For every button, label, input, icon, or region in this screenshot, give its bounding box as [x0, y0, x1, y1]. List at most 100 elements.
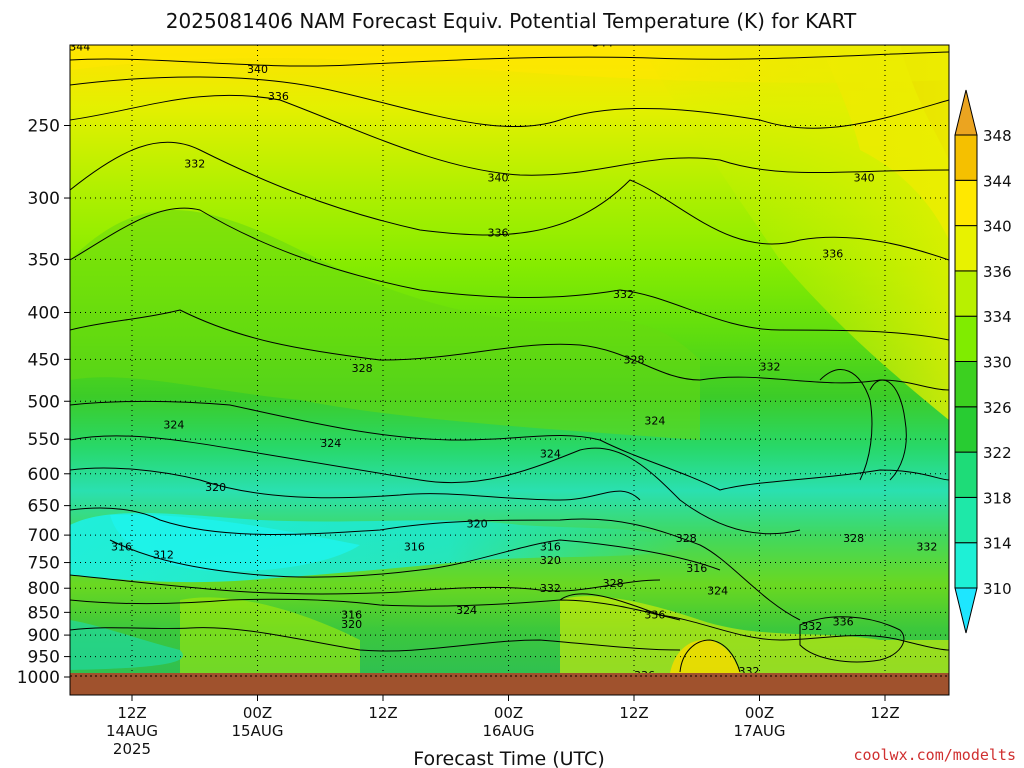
contour-label: 328	[843, 532, 864, 545]
contour-label: 320	[341, 618, 362, 631]
colorbar-segment	[954, 315, 978, 363]
contour-line	[70, 574, 661, 595]
contour-label: 328	[603, 577, 624, 590]
y-tick-label: 450	[28, 350, 60, 370]
contour-label: 316	[341, 609, 362, 622]
contour-line	[70, 467, 641, 501]
colorbar-label: 318	[983, 489, 1012, 507]
contour-label: 336	[634, 669, 655, 682]
contour-label: 344	[592, 37, 613, 50]
contour-line	[70, 207, 949, 341]
y-tick-label: 250	[28, 117, 60, 137]
colorbar-segment	[954, 270, 978, 317]
x-tick-label: 12Z	[368, 704, 397, 722]
contour-label: 316	[686, 562, 707, 575]
y-tick-label: 850	[28, 603, 60, 623]
contour-label: 320	[467, 518, 488, 531]
contour-line	[819, 369, 873, 481]
contour-label: 332	[184, 157, 205, 170]
y-tick-label: 700	[28, 526, 60, 546]
y-tick-label: 650	[28, 497, 60, 517]
plot-field: 344 344 340 336 332 340 336 332 328 328 332 340 336 3…	[70, 37, 949, 682]
colorbar-label: 336	[983, 263, 1012, 281]
colorbar-label: 340	[983, 218, 1012, 236]
contour-label: 332	[801, 620, 822, 633]
contour-label: 324	[320, 437, 341, 450]
contour-line	[70, 598, 681, 621]
contour-label: 316	[111, 540, 132, 553]
contour-label: 324	[644, 415, 665, 428]
contour-line	[869, 379, 907, 481]
colorbar: 310 314 318 322 326 330 334 336 340 344 348	[954, 89, 1012, 634]
contour-line	[70, 400, 949, 491]
y-axis: 250 300 350 400 450 500 550 600 650 700 750 800 850 9…	[17, 117, 70, 688]
contour-line	[679, 639, 741, 673]
surface-strip	[70, 673, 949, 695]
contour-label: 316	[404, 540, 425, 553]
x-tick-label: 2025	[113, 740, 151, 758]
contour-line	[70, 94, 949, 176]
contour-line	[799, 616, 905, 663]
contour-label: 320	[540, 554, 561, 567]
contour-label: 328	[624, 353, 645, 366]
x-tick-label: 16AUG	[483, 722, 535, 740]
chart-title: 2025081406 NAM Forecast Equiv. Potential…	[166, 9, 857, 33]
contour-line	[70, 51, 949, 67]
contour-label: 332	[759, 360, 780, 373]
y-tick-label: 300	[28, 189, 60, 209]
contour-lines	[70, 51, 949, 673]
contour-label: 340	[488, 172, 509, 185]
colorbar-segment	[954, 542, 978, 589]
colorbar-arrow-low	[954, 587, 978, 634]
colorbar-arrow-high	[954, 89, 978, 136]
x-tick-label: 00Z	[745, 704, 774, 722]
colorbar-segment	[954, 361, 978, 408]
colorbar-segment	[954, 225, 978, 272]
x-tick-label: 14AUG	[106, 722, 158, 740]
x-tick-label: 15AUG	[232, 722, 284, 740]
y-tick-label: 400	[28, 303, 60, 323]
contour-line	[70, 309, 949, 391]
contour-label: 324	[707, 585, 728, 598]
contour-line	[70, 76, 949, 129]
contour-line	[109, 539, 721, 578]
contour-label: 312	[153, 549, 174, 562]
contour-label: 340	[854, 172, 875, 185]
cool-patch-sfc	[70, 620, 183, 670]
contour-line	[70, 435, 801, 535]
y-tick-label: 900	[28, 626, 60, 646]
y-tick-label: 800	[28, 579, 60, 599]
colorbar-label: 322	[983, 444, 1012, 462]
colorbar-label: 310	[983, 580, 1012, 598]
contour-label: 336	[644, 609, 665, 622]
contour-label: 336	[268, 90, 289, 103]
cyan-band-core	[110, 514, 360, 572]
colorbar-label: 330	[983, 354, 1012, 372]
colorbar-segment	[954, 179, 978, 227]
x-tick-label: 00Z	[494, 704, 523, 722]
x-tick-label: 12Z	[870, 704, 899, 722]
x-axis-label: Forecast Time (UTC)	[413, 748, 604, 768]
contour-label: 324	[163, 418, 184, 431]
y-tick-label: 500	[28, 392, 60, 412]
contour-label: 328	[352, 362, 373, 375]
plot-frame	[69, 44, 950, 696]
colorbar-segment	[954, 134, 978, 181]
colorbar-label: 314	[983, 535, 1012, 553]
contour-label: 340	[247, 63, 268, 76]
x-tick-label: 12Z	[117, 704, 146, 722]
x-tick-label: 17AUG	[734, 722, 786, 740]
y-tick-label: 750	[28, 554, 60, 574]
green-region-left	[70, 210, 700, 440]
y-tick-label: 350	[28, 250, 60, 270]
contour-label: 320	[205, 481, 226, 494]
y-tick-label: 950	[28, 648, 60, 668]
contour-label: 336	[833, 616, 854, 629]
contour-label: 332	[613, 288, 634, 301]
colorbar-label: 348	[983, 127, 1012, 145]
y-tick-label: 1000	[17, 668, 60, 688]
warm-patch-sfc-2	[560, 596, 949, 673]
contour-label: 336	[822, 248, 843, 261]
